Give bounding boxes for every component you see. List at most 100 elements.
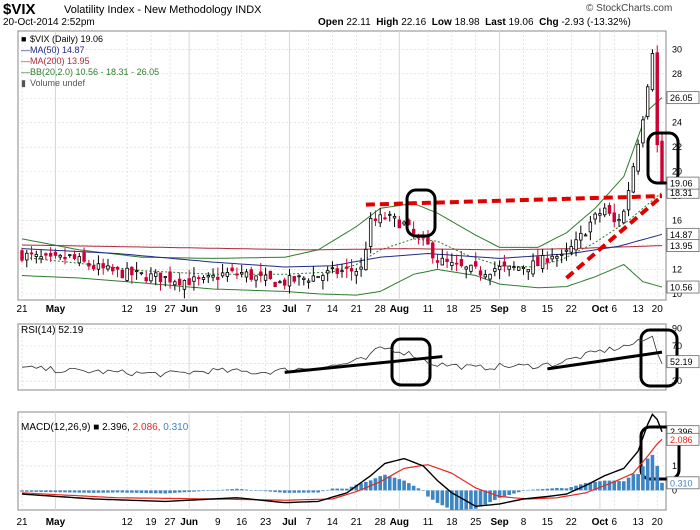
- candle-body: [497, 266, 502, 271]
- legend-macd: MACD(12,26,9) ■ 2.396, 2.086, 0.310: [21, 422, 189, 433]
- macd-histogram-bar: [182, 490, 187, 493]
- macd-y-tick-label: 1: [672, 461, 677, 471]
- candle-body: [536, 256, 540, 267]
- macd-histogram-bar: [187, 490, 191, 492]
- macd-histogram-bar: [301, 490, 306, 493]
- candle-body: [120, 269, 124, 279]
- macd-x-tick-label: 22: [566, 517, 578, 528]
- macd-histogram-bar: [149, 490, 153, 494]
- macd-histogram-bar: [387, 476, 392, 491]
- macd-histogram-bar: [488, 490, 492, 503]
- candle-body: [431, 242, 435, 259]
- candle-body: [91, 265, 96, 270]
- candle-body: [364, 249, 368, 271]
- legend-bb: BB(20,2.0) 10.56 - 18.31 - 26.05: [30, 67, 159, 77]
- candle-body: [115, 266, 120, 270]
- candle-body: [297, 275, 301, 278]
- candle-body: [144, 277, 148, 282]
- price-x-tick-label: 6: [611, 304, 617, 315]
- macd-histogram-bar: [473, 490, 478, 509]
- candle-body: [244, 271, 249, 278]
- macd-histogram-bar: [464, 490, 468, 510]
- candle-body: [588, 221, 593, 233]
- candle-body: [330, 267, 335, 270]
- candle-body: [359, 266, 363, 270]
- candle-body: [607, 205, 612, 214]
- candle-body: [130, 266, 134, 276]
- macd-histogram-bar: [569, 487, 574, 491]
- macd-histogram-bar: [483, 490, 488, 505]
- price-x-tick-label: 8: [521, 304, 527, 315]
- macd-histogram-bar: [335, 488, 340, 491]
- candle-body: [282, 279, 287, 286]
- macd-histogram-bar: [130, 490, 134, 493]
- candle-body: [531, 260, 535, 275]
- candle-body: [550, 255, 554, 260]
- candle-body: [182, 280, 187, 290]
- tag-rsi-box: [666, 355, 700, 369]
- candle-body: [44, 253, 48, 256]
- macd-x-tick-label: 8: [521, 517, 527, 528]
- macd-histogram-bar: [344, 488, 349, 491]
- macd-histogram-bar: [411, 485, 416, 491]
- candle-body: [411, 228, 416, 234]
- macd-histogram-bar: [120, 490, 125, 493]
- bollinger-lower-band: [21, 263, 663, 296]
- price-x-tick-label: 15: [542, 304, 554, 315]
- macd-histogram-bar: [660, 482, 664, 491]
- price-x-tick-label: 9: [215, 304, 221, 315]
- candle-body: [25, 252, 29, 261]
- macd-histogram-bar: [454, 490, 459, 510]
- tag-rsi: 52.19: [670, 357, 693, 367]
- price-x-tick-label: 18: [446, 304, 458, 315]
- candle-body: [383, 217, 387, 220]
- price-x-tick-label: 27: [164, 304, 176, 315]
- macd-histogram-bar: [20, 490, 24, 492]
- candle-body: [545, 258, 550, 263]
- tag-last-price: 19.06: [670, 179, 693, 189]
- macd-histogram-bar: [235, 488, 239, 491]
- candle-body: [154, 272, 158, 277]
- candle-body: [302, 277, 306, 280]
- candle-body: [254, 275, 258, 281]
- candle-body: [493, 268, 497, 272]
- macd-histogram-bar: [354, 484, 359, 491]
- candle-body: [373, 218, 378, 221]
- macd-histogram-bar: [72, 490, 77, 493]
- tag-macd-histogram-box: [666, 476, 700, 490]
- candle-body: [335, 268, 339, 274]
- tag-macd-histogram: 0.310: [670, 478, 693, 488]
- macd-histogram-bar: [278, 490, 282, 493]
- macd-histogram-bar: [311, 490, 316, 493]
- macd-histogram-bar: [292, 490, 297, 493]
- legend-ma50: MA(50) 14.87: [30, 45, 85, 55]
- candle-body: [149, 273, 153, 282]
- candle-body: [512, 266, 516, 268]
- quote-summary: Open 22.11 High 22.16 Low 18.98 Last 19.…: [318, 17, 631, 28]
- macd-histogram-bar: [430, 490, 435, 500]
- price-x-tick-label: 25: [470, 304, 482, 315]
- candle-body: [53, 251, 58, 256]
- macd-histogram-bar: [244, 489, 249, 491]
- candle-body: [273, 282, 277, 287]
- macd-histogram-bar: [607, 480, 612, 491]
- macd-histogram-bar: [158, 490, 163, 494]
- rsi-y-tick-label: 90: [672, 323, 682, 333]
- macd-histogram-bar: [91, 490, 96, 493]
- macd-histogram-bar: [574, 485, 578, 491]
- macd-x-tick-label: 9: [215, 517, 221, 528]
- macd-histogram-bar: [249, 489, 254, 491]
- macd-histogram-bar: [364, 481, 368, 491]
- macd-histogram-bar: [192, 490, 196, 492]
- candle-body: [106, 265, 110, 270]
- macd-histogram-bar: [125, 490, 129, 493]
- price-x-tick-label: 21: [16, 304, 28, 315]
- macd-x-tick-label: 12: [122, 517, 134, 528]
- macd-histogram-bar: [263, 490, 268, 492]
- candle-body: [622, 210, 626, 224]
- macd-histogram-bar: [617, 480, 621, 491]
- candle-body: [349, 268, 354, 272]
- price-x-tick-label: 21: [351, 304, 363, 315]
- macd-histogram-bar: [526, 489, 531, 491]
- candle-body: [626, 190, 631, 211]
